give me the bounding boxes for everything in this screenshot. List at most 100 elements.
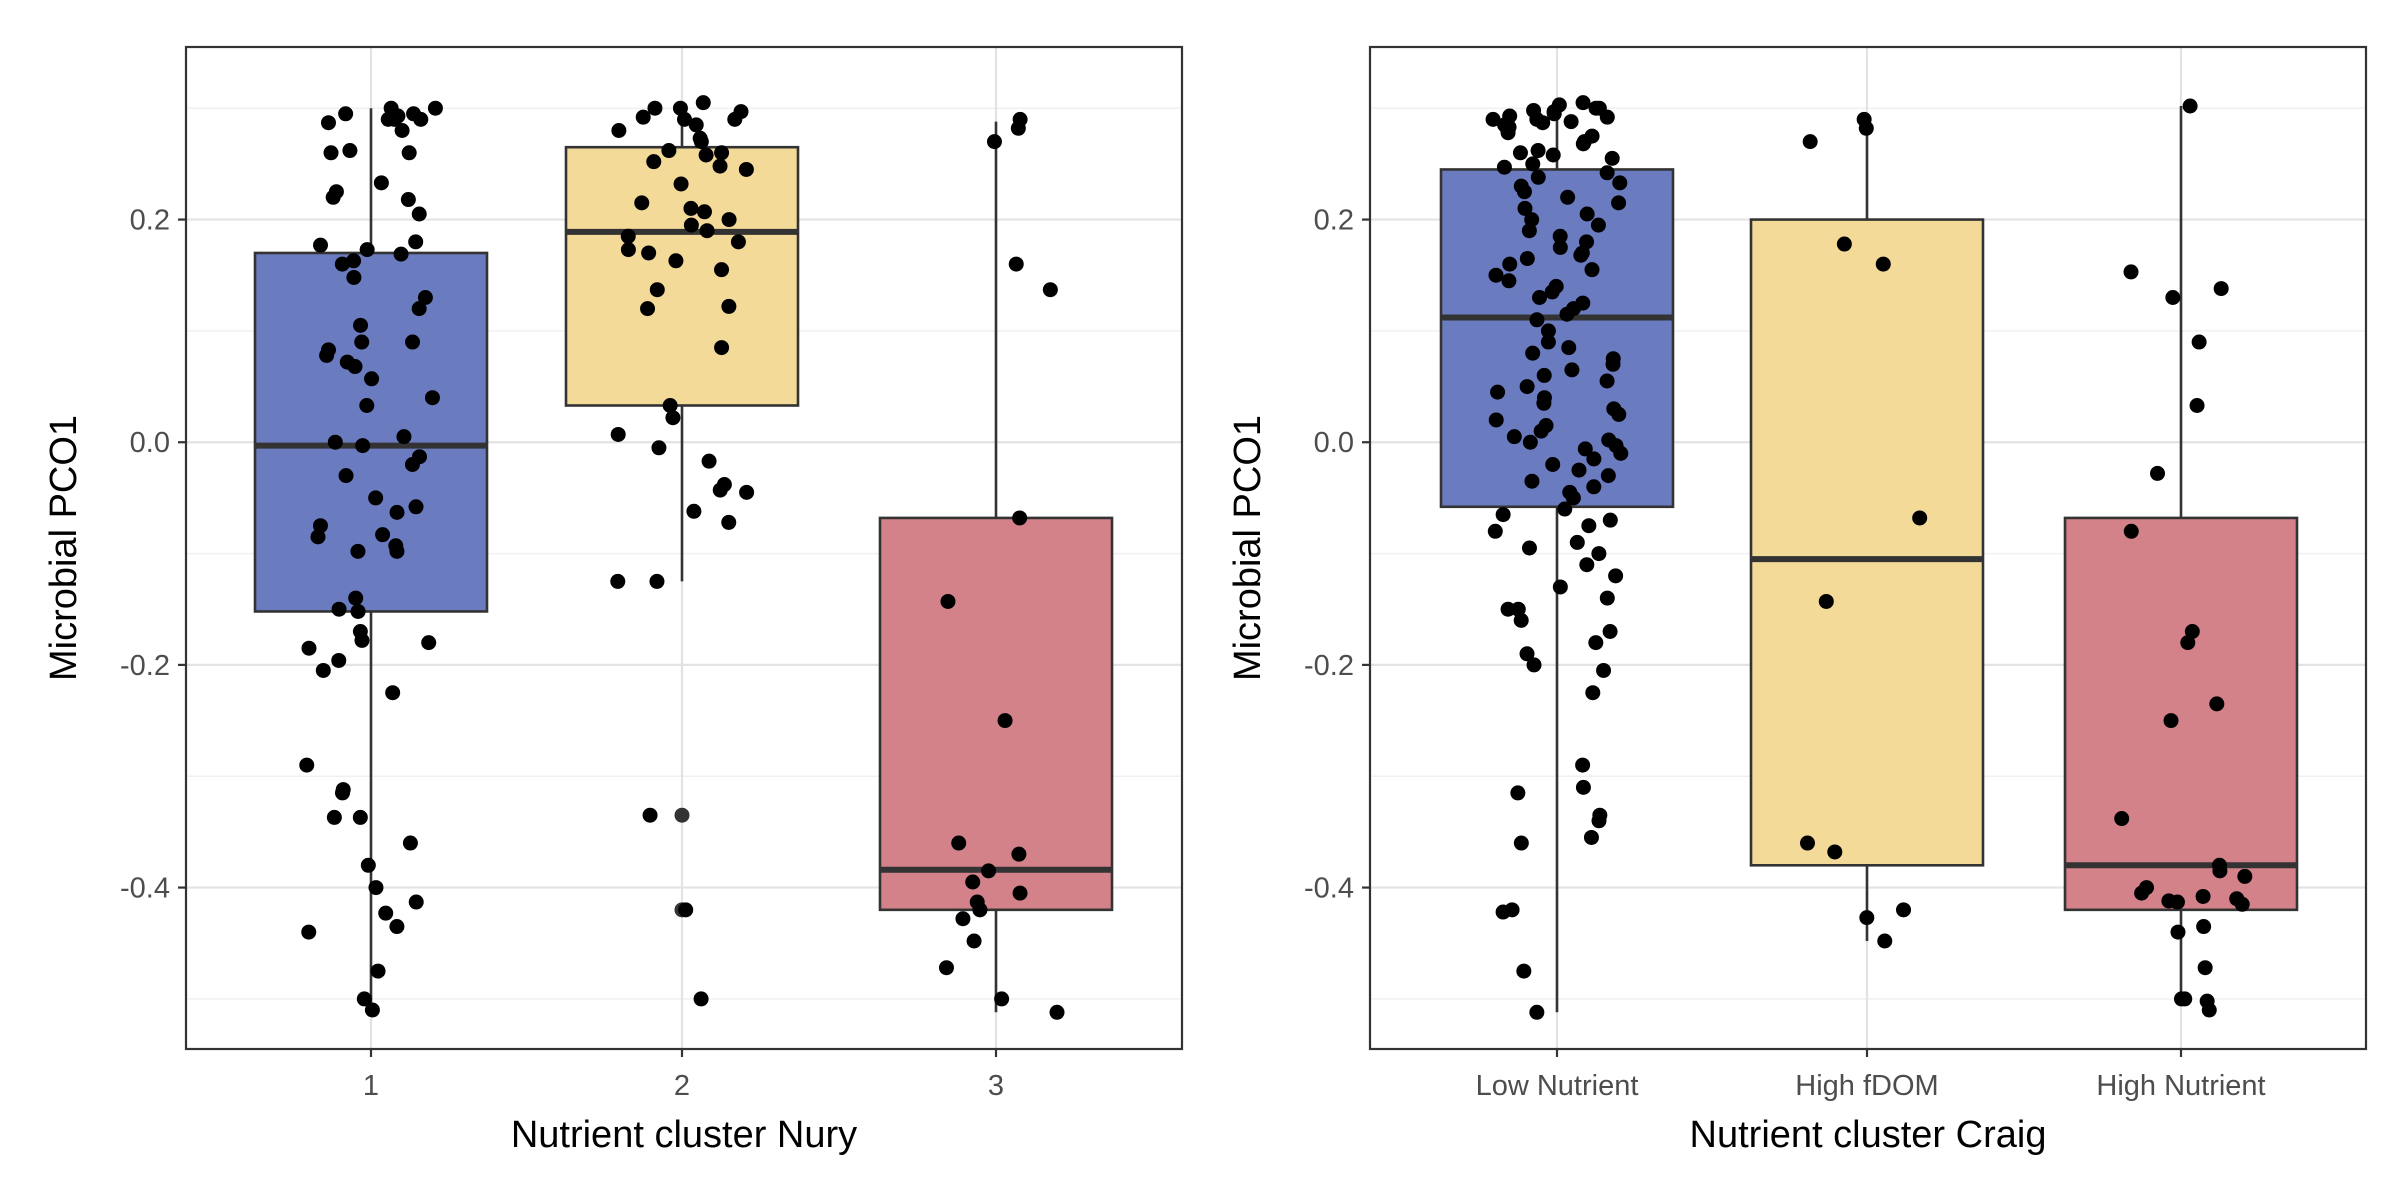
panel-border bbox=[184, 45, 1184, 1051]
data-point bbox=[678, 902, 694, 918]
y-axis-title: Microbial PCO1 bbox=[43, 415, 85, 681]
data-point bbox=[350, 543, 366, 559]
data-point bbox=[714, 262, 730, 278]
data-point bbox=[1546, 106, 1562, 122]
data-point bbox=[1602, 624, 1618, 639]
data-point bbox=[730, 234, 746, 250]
data-point bbox=[1526, 657, 1542, 673]
data-point bbox=[323, 145, 339, 161]
data-point bbox=[408, 499, 424, 515]
data-point bbox=[1011, 846, 1027, 862]
data-point bbox=[1579, 557, 1595, 573]
box-body bbox=[1749, 218, 1985, 867]
box-High fDOM bbox=[1749, 121, 1985, 942]
data-point bbox=[1599, 109, 1615, 125]
box-2 bbox=[564, 108, 800, 582]
data-point bbox=[1599, 373, 1615, 389]
data-point bbox=[1565, 490, 1581, 506]
data-point bbox=[1516, 963, 1532, 979]
data-point bbox=[683, 217, 699, 233]
data-point bbox=[683, 200, 699, 216]
data-point bbox=[1544, 284, 1560, 300]
data-point bbox=[370, 963, 386, 979]
data-point bbox=[1561, 340, 1577, 356]
data-point bbox=[1575, 95, 1591, 111]
data-point bbox=[1836, 236, 1852, 252]
data-point bbox=[364, 371, 380, 387]
data-point bbox=[310, 529, 326, 545]
data-point bbox=[1552, 228, 1568, 244]
data-point bbox=[368, 880, 384, 896]
data-point bbox=[2189, 397, 2205, 413]
data-point bbox=[2191, 334, 2207, 350]
data-point bbox=[1588, 100, 1604, 116]
data-point bbox=[2237, 868, 2253, 884]
points-High fDOM bbox=[1799, 111, 1928, 949]
data-point bbox=[1524, 473, 1540, 489]
data-point bbox=[400, 192, 416, 208]
data-point bbox=[965, 874, 981, 890]
data-point bbox=[1513, 612, 1529, 628]
data-point bbox=[2165, 290, 2181, 305]
data-point bbox=[359, 242, 375, 258]
data-point bbox=[997, 713, 1013, 729]
points-2 bbox=[610, 95, 755, 1007]
data-point bbox=[354, 632, 370, 648]
data-point bbox=[1599, 590, 1615, 606]
data-point bbox=[346, 253, 362, 269]
data-point bbox=[701, 453, 717, 469]
data-point bbox=[712, 158, 728, 174]
data-point bbox=[695, 95, 711, 111]
data-point bbox=[1545, 147, 1561, 163]
data-point bbox=[620, 228, 636, 244]
data-point bbox=[1858, 120, 1874, 136]
data-point bbox=[714, 145, 730, 161]
data-point bbox=[649, 282, 665, 298]
data-point bbox=[721, 298, 737, 314]
data-point bbox=[2170, 924, 2186, 940]
panel-2: 0.2 0.0 -0.2 -0.4 Low Nutrient High fDOM High … bbox=[1227, 45, 2368, 1156]
data-point bbox=[334, 785, 350, 801]
data-point bbox=[1532, 290, 1548, 305]
data-point bbox=[2114, 811, 2130, 827]
data-point bbox=[401, 145, 417, 161]
data-point bbox=[951, 835, 967, 851]
data-point bbox=[1586, 479, 1602, 495]
data-point bbox=[301, 640, 317, 656]
data-point bbox=[642, 807, 658, 823]
data-point bbox=[1799, 835, 1815, 851]
data-point bbox=[373, 175, 389, 191]
y-tick-label: 0.0 bbox=[130, 427, 170, 459]
data-point bbox=[1545, 457, 1561, 472]
data-point bbox=[1875, 256, 1891, 272]
data-point bbox=[1540, 334, 1556, 350]
data-point bbox=[646, 154, 662, 170]
box-body bbox=[1439, 168, 1675, 509]
data-point bbox=[1513, 835, 1529, 851]
data-point bbox=[385, 685, 401, 701]
data-point bbox=[668, 253, 684, 269]
data-point bbox=[611, 123, 627, 138]
data-point bbox=[1579, 206, 1595, 222]
data-point bbox=[2197, 960, 2213, 976]
data-point bbox=[1591, 813, 1607, 829]
data-point bbox=[424, 390, 440, 406]
data-point bbox=[348, 590, 364, 606]
box-body bbox=[2063, 516, 2299, 912]
data-point bbox=[2180, 635, 2196, 651]
data-point bbox=[1487, 523, 1503, 539]
data-point bbox=[2209, 696, 2225, 712]
data-point bbox=[327, 434, 343, 450]
data-point bbox=[1519, 379, 1535, 395]
data-point bbox=[1590, 217, 1606, 233]
data-point bbox=[1008, 256, 1024, 272]
data-point bbox=[686, 503, 702, 519]
data-point bbox=[350, 603, 366, 619]
data-point bbox=[1604, 150, 1620, 166]
data-point bbox=[714, 340, 730, 356]
data-point bbox=[1533, 423, 1549, 439]
data-point bbox=[1536, 395, 1552, 411]
data-point bbox=[1596, 662, 1612, 678]
data-point bbox=[356, 991, 372, 1007]
